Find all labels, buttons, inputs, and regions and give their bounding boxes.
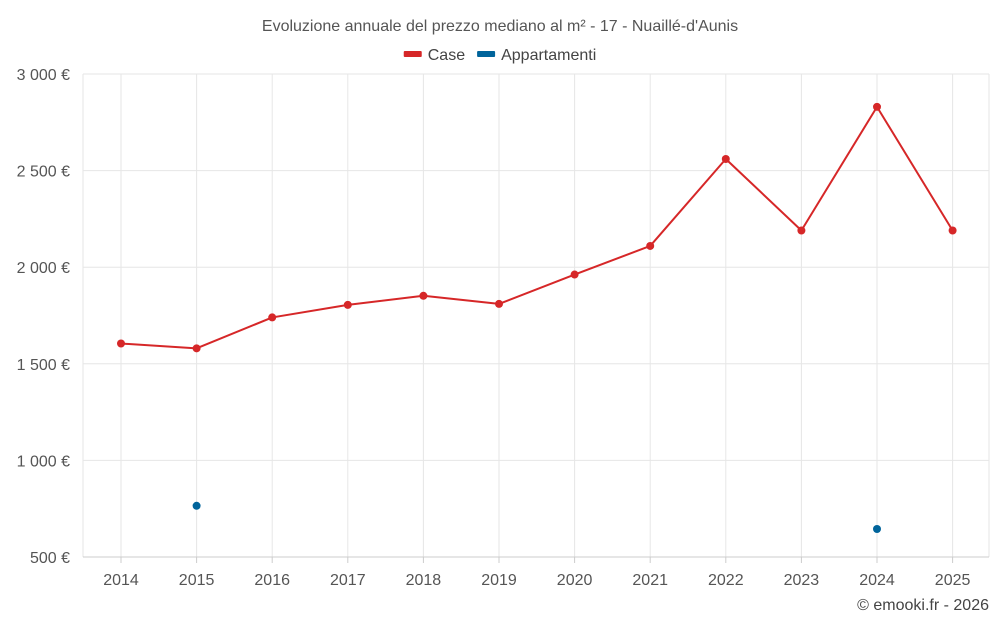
y-tick-label: 2 500 € — [17, 164, 70, 181]
data-point-case-2021 — [646, 241, 655, 250]
y-tick-label: 1 500 € — [17, 357, 70, 374]
data-point-case-2024 — [873, 102, 881, 111]
legend-label-case: Case — [428, 47, 465, 64]
x-tick-label: 2018 — [406, 572, 442, 589]
legend-swatch-case — [403, 51, 422, 57]
x-axis: 2014 2015 2016 2017 2018 2019 2020 2021 2022 2023… — [83, 556, 989, 589]
data-point-case-2019 — [495, 299, 503, 308]
x-tick-label: 2023 — [784, 572, 820, 589]
legend: Case Appartamenti — [403, 47, 596, 64]
data-point-case-2025 — [948, 226, 957, 235]
data-point-case-2020 — [570, 270, 579, 279]
series-line-case — [120, 105, 954, 350]
x-tick-label: 2020 — [557, 572, 593, 589]
y-axis: 500 € 1 000 € 1 500 € 2 000 € 2 500 € 3 000 € — [17, 67, 70, 567]
y-tick-label: 1 000 € — [17, 453, 70, 470]
series-layer — [117, 102, 957, 533]
data-point-case-2014 — [117, 339, 125, 348]
x-tick-label: 2015 — [179, 572, 215, 589]
legend-swatch-appartamenti — [477, 51, 496, 57]
y-tick-label: 3 000 € — [17, 67, 70, 84]
x-tick-label: 2016 — [254, 572, 290, 589]
data-point-appartamenti-2015 — [192, 501, 201, 510]
x-tick-label: 2024 — [859, 572, 895, 589]
grid-lines — [82, 73, 990, 558]
x-tick-label: 2021 — [632, 572, 668, 589]
x-tick-label: 2017 — [330, 572, 366, 589]
x-tick-label: 2014 — [103, 572, 139, 589]
y-tick-label: 500 € — [30, 550, 70, 567]
data-point-case-2017 — [343, 300, 352, 309]
x-tick-label: 2022 — [708, 572, 744, 589]
data-point-case-2022 — [721, 155, 730, 164]
chart-title: Evoluzione annuale del prezzo mediano al… — [262, 18, 738, 35]
data-point-case-2018 — [419, 291, 428, 300]
data-point-case-2015 — [192, 344, 201, 353]
y-tick-label: 2 000 € — [17, 260, 70, 277]
x-tick-label: 2019 — [481, 572, 517, 589]
data-point-case-2016 — [268, 313, 277, 322]
credit-text: © emooki.fr - 2026 — [857, 597, 989, 614]
x-tick-label: 2025 — [935, 572, 971, 589]
data-point-case-2023 — [797, 226, 806, 235]
data-point-appartamenti-2024 — [873, 524, 881, 533]
legend-label-appartamenti: Appartamenti — [501, 47, 596, 64]
